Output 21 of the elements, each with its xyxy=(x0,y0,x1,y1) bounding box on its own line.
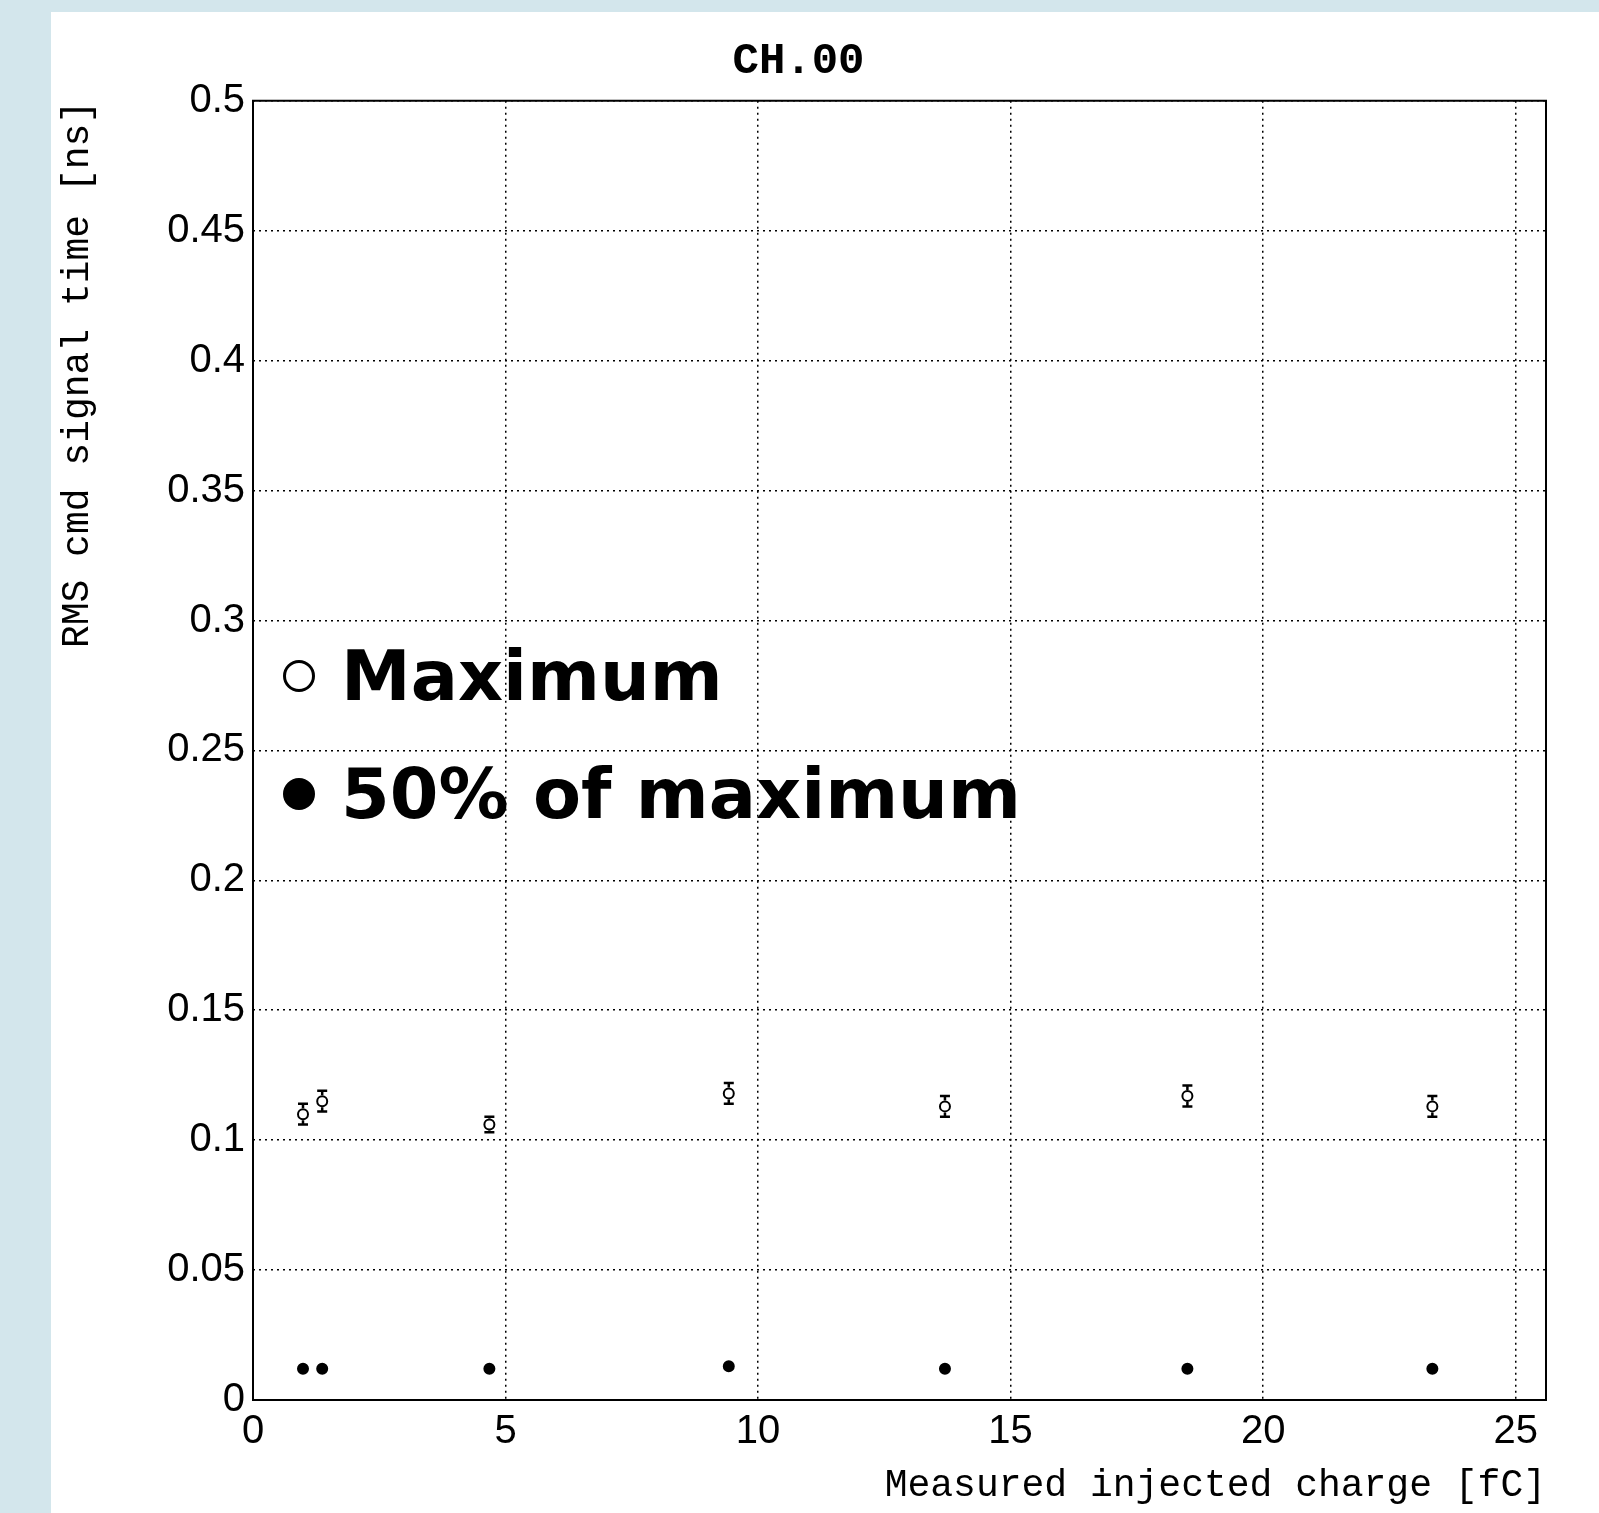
y-tick-label: 0.45 xyxy=(167,205,245,250)
x-tick-label: 10 xyxy=(735,1407,781,1452)
chart-title: CH.00 xyxy=(732,36,865,87)
x-tick-label: 15 xyxy=(988,1407,1033,1452)
x-tick-label: 20 xyxy=(1240,1407,1286,1452)
y-tick-label: 0.1 xyxy=(189,1115,245,1160)
y-tick-label: 0.15 xyxy=(167,985,245,1030)
y-axis-title: RMS cmd signal time [ns] xyxy=(55,100,99,649)
y-tick-label: 0.4 xyxy=(189,335,245,380)
y-tick-label: 0 xyxy=(222,1375,245,1420)
x-tick-label: 5 xyxy=(494,1407,517,1452)
legend-label: 50% of maximum xyxy=(341,752,1021,838)
y-tick-label: 0.2 xyxy=(189,855,245,900)
legend-label: Maximum xyxy=(341,634,723,720)
y-tick-label: 0.35 xyxy=(167,465,245,510)
x-tick-label: 25 xyxy=(1493,1407,1538,1452)
x-axis-title: Measured injected charge [fC] xyxy=(884,1464,1546,1508)
y-tick-label: 0.05 xyxy=(167,1245,245,1290)
y-tick-label: 0.25 xyxy=(167,725,245,770)
y-tick-label: 0.5 xyxy=(189,75,245,120)
y-tick-label: 0.3 xyxy=(189,595,245,640)
